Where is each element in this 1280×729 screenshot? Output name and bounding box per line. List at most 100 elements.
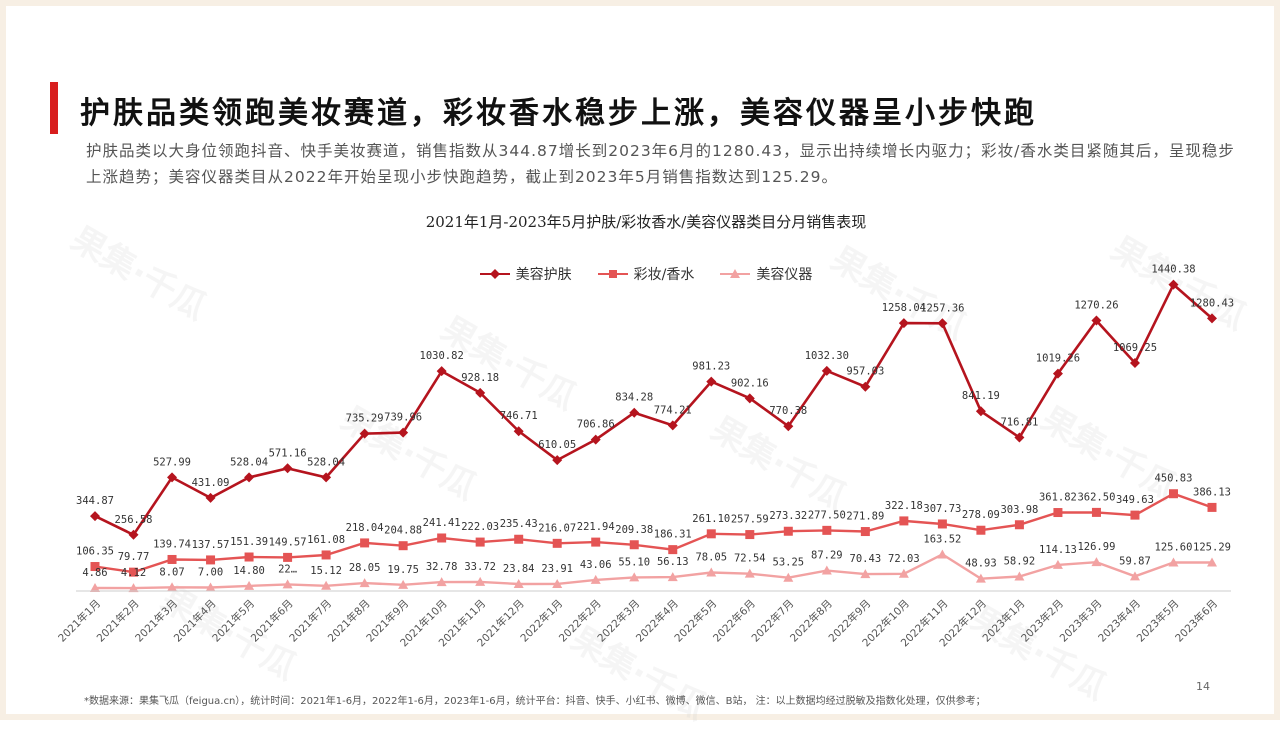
data-point-makeup bbox=[129, 567, 139, 577]
data-point-device bbox=[513, 578, 524, 588]
data-label: 1030.82 bbox=[420, 350, 464, 362]
data-label: 528.04 bbox=[307, 456, 345, 468]
data-label: 125.29 bbox=[1193, 542, 1231, 554]
data-label: 278.09 bbox=[962, 509, 1000, 521]
data-label: 149.57 bbox=[269, 536, 307, 548]
data-label: 1440.38 bbox=[1151, 264, 1195, 276]
data-label: 386.13 bbox=[1193, 486, 1231, 498]
data-point-makeup bbox=[514, 534, 524, 544]
data-point-device bbox=[359, 578, 370, 588]
line-chart: 344.87256.58527.99431.09528.04571.16528.… bbox=[55, 264, 1234, 650]
data-point-makeup bbox=[283, 552, 293, 562]
data-point-skincare bbox=[128, 529, 139, 540]
data-point-device bbox=[321, 580, 332, 590]
data-label: 204.88 bbox=[384, 525, 422, 537]
data-label: 222.03 bbox=[461, 521, 499, 533]
data-label: 59.87 bbox=[1119, 555, 1151, 567]
data-point-makeup bbox=[475, 537, 485, 547]
data-label: 1270.26 bbox=[1074, 300, 1118, 312]
data-point-skincare bbox=[1168, 279, 1179, 290]
data-label: 72.54 bbox=[734, 553, 766, 565]
data-point-device bbox=[821, 565, 832, 575]
data-label: 362.50 bbox=[1077, 491, 1115, 503]
data-point-device bbox=[783, 572, 794, 582]
data-label: 241.41 bbox=[423, 517, 461, 529]
data-label: 277.50 bbox=[808, 509, 846, 521]
source-footnote: *数据来源：果集飞瓜（feigua.cn），统计时间：2021年1-6月，202… bbox=[84, 696, 986, 707]
data-label: 770.38 bbox=[769, 405, 807, 417]
data-point-skincare bbox=[783, 421, 794, 432]
data-label: 735.29 bbox=[346, 413, 384, 425]
data-label: 4.86 bbox=[82, 567, 107, 579]
x-tick-label: 2023年6月 bbox=[1172, 597, 1220, 645]
data-point-skincare bbox=[1129, 358, 1140, 369]
legend-label-device: 美容仪器 bbox=[756, 267, 813, 283]
data-point-device bbox=[128, 583, 139, 593]
data-point-device bbox=[1207, 557, 1217, 567]
data-label: 48.93 bbox=[965, 558, 997, 570]
data-label: 23.91 bbox=[541, 563, 573, 575]
data-point-makeup bbox=[629, 540, 639, 550]
data-point-skincare bbox=[629, 407, 640, 418]
data-point-makeup bbox=[860, 527, 870, 537]
data-point-makeup bbox=[706, 529, 716, 539]
data-point-makeup bbox=[783, 526, 793, 536]
data-point-skincare bbox=[937, 318, 948, 329]
data-label: 610.05 bbox=[538, 439, 576, 451]
data-point-skincare bbox=[475, 387, 486, 398]
data-label: 4.12 bbox=[121, 567, 146, 579]
data-label: 271.89 bbox=[846, 511, 884, 523]
data-point-makeup bbox=[206, 555, 216, 565]
data-point-skincare bbox=[90, 511, 100, 522]
data-label: 114.13 bbox=[1039, 544, 1077, 556]
data-label: 349.63 bbox=[1116, 494, 1154, 506]
data-label: 957.03 bbox=[846, 366, 884, 378]
data-point-makeup bbox=[591, 537, 601, 547]
data-label: 527.99 bbox=[153, 456, 191, 468]
chart-title: 2021年1月-2023年5月护肤/彩妆香水/美容仪器类目分月销售表现 bbox=[425, 213, 867, 231]
data-point-device bbox=[860, 569, 871, 579]
data-label: 7.00 bbox=[198, 567, 223, 579]
data-label: 1280.43 bbox=[1190, 297, 1234, 309]
data-label: 79.77 bbox=[118, 551, 150, 563]
data-point-skincare bbox=[860, 381, 871, 392]
data-point-skincare bbox=[1052, 368, 1063, 379]
legend-item-makeup: 彩妆/香水 bbox=[597, 264, 695, 284]
data-label: 834.28 bbox=[615, 392, 653, 404]
data-point-device bbox=[90, 582, 100, 592]
data-label: 151.39 bbox=[230, 536, 268, 548]
data-label: 8.07 bbox=[159, 566, 184, 578]
data-label: 14.80 bbox=[233, 565, 265, 577]
series-line-1 bbox=[94, 492, 1213, 574]
data-point-device bbox=[590, 574, 601, 584]
data-point-skincare bbox=[744, 393, 755, 404]
data-point-skincare bbox=[359, 428, 370, 439]
data-point-device bbox=[552, 578, 563, 588]
data-point-device bbox=[898, 568, 909, 578]
data-point-device bbox=[167, 582, 178, 592]
data-point-device bbox=[436, 577, 447, 587]
data-point-skincare bbox=[205, 492, 216, 503]
data-label: 53.25 bbox=[773, 557, 805, 569]
data-point-device bbox=[475, 576, 486, 586]
data-point-skincare bbox=[282, 463, 293, 474]
data-label: 15.12 bbox=[310, 565, 342, 577]
data-point-makeup bbox=[668, 545, 678, 555]
data-point-device bbox=[937, 549, 948, 559]
data-point-makeup bbox=[937, 519, 947, 529]
legend-label-makeup: 彩妆/香水 bbox=[633, 267, 695, 283]
data-label: 72.03 bbox=[888, 553, 920, 565]
data-label: 55.10 bbox=[618, 556, 650, 568]
data-point-skincare bbox=[552, 455, 563, 466]
legend-item-skincare: 美容护肤 bbox=[479, 264, 572, 284]
data-point-skincare bbox=[975, 406, 986, 417]
data-label: 23.84 bbox=[503, 563, 535, 575]
data-point-skincare bbox=[1014, 432, 1025, 443]
data-point-device bbox=[706, 567, 717, 577]
legend-swatch-skincare bbox=[479, 269, 510, 279]
data-point-device bbox=[667, 572, 678, 582]
data-point-device bbox=[244, 580, 255, 590]
data-point-skincare bbox=[436, 366, 447, 377]
data-point-makeup bbox=[1053, 508, 1063, 518]
